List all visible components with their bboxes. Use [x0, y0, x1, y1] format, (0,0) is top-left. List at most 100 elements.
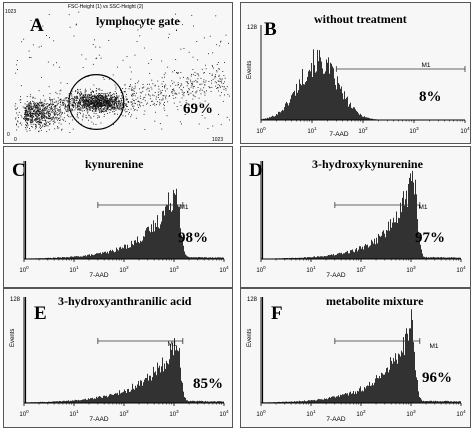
scatter-point — [100, 103, 101, 105]
scatter-point — [15, 118, 17, 120]
scatter-point — [60, 123, 62, 125]
scatter-point — [46, 125, 48, 127]
scatter-point — [99, 97, 101, 99]
scatter-point — [52, 116, 54, 118]
scatter-point — [104, 104, 105, 105]
scatter-point — [38, 122, 40, 123]
scatter-point — [70, 104, 72, 106]
scatter-point — [72, 110, 74, 112]
scatter-point — [82, 95, 84, 97]
scatter-point — [158, 88, 160, 90]
panel-title: lymphocyte gate — [96, 14, 180, 28]
scatter-point — [193, 103, 194, 105]
scatter-point — [226, 86, 228, 88]
scatter-point — [77, 103, 79, 105]
scatter-point — [104, 114, 106, 115]
scatter-point — [121, 99, 123, 101]
scatter-point — [85, 108, 87, 110]
scatter-point — [117, 106, 118, 108]
x-tick-1e4: 104 — [456, 265, 466, 274]
scatter-point — [88, 102, 90, 104]
scatter-point — [42, 125, 44, 127]
scatter-point — [35, 107, 37, 109]
scatter-point — [153, 95, 155, 97]
scatter-point — [228, 42, 229, 44]
scatter-point — [34, 123, 36, 125]
scatter-point — [95, 58, 97, 60]
scatter-point — [23, 107, 25, 109]
scatter-point — [46, 107, 48, 109]
scatter-point — [19, 99, 21, 101]
scatter-point — [64, 103, 66, 105]
scatter-point — [27, 110, 29, 112]
scatter-point — [148, 90, 150, 92]
scatter-point — [42, 124, 44, 126]
scatter-point — [132, 90, 134, 92]
scatter-point — [82, 99, 84, 101]
scatter-point — [109, 94, 111, 96]
scatter-point — [97, 99, 99, 101]
scatter-point — [116, 97, 118, 99]
scatter-point — [180, 105, 182, 106]
scatter-point — [46, 106, 48, 108]
scatter-point — [85, 97, 86, 99]
scatter-point — [193, 85, 195, 87]
scatter-point — [69, 100, 71, 102]
scatter-point — [107, 112, 108, 114]
scatter-point — [58, 113, 60, 115]
scatter-point — [33, 110, 34, 112]
scatter-point — [99, 93, 101, 94]
scatter-point — [72, 119, 73, 121]
scatter-point — [62, 118, 64, 120]
scatter-point — [23, 117, 25, 119]
scatter-point — [89, 108, 91, 110]
scatter-point — [120, 109, 122, 110]
panel-f: 128 Events F metabolite mixture M1 96% 1… — [240, 288, 471, 428]
scatter-point — [75, 107, 77, 109]
scatter-point — [99, 95, 101, 97]
scatter-point — [162, 81, 164, 82]
scatter-point — [119, 29, 121, 30]
scatter-point — [218, 80, 220, 82]
scatter-point — [188, 93, 190, 95]
scatter-point — [60, 112, 62, 113]
scatter-point — [192, 98, 194, 100]
scatter-point — [40, 122, 42, 124]
scatter-point — [171, 91, 172, 93]
scatter-point — [161, 83, 163, 85]
scatter-point — [96, 95, 98, 97]
scatter-point — [112, 96, 114, 98]
scatter-point — [84, 106, 85, 108]
scatter-point — [90, 94, 92, 96]
scatter-point — [85, 100, 87, 102]
scatter-point — [34, 109, 36, 111]
scatter-point — [64, 108, 66, 109]
scatter-point — [106, 99, 108, 100]
scatter-point — [87, 101, 89, 102]
scatter-point — [100, 57, 102, 59]
scatter-x-right: 1023 — [212, 137, 224, 143]
scatter-point — [204, 117, 206, 119]
scatter-point — [40, 115, 42, 117]
scatter-point — [125, 96, 127, 98]
scatter-point — [29, 109, 31, 111]
scatter-point — [41, 104, 42, 106]
scatter-point — [66, 100, 68, 102]
scatter-point — [29, 113, 30, 114]
scatter-point — [82, 113, 84, 115]
scatter-point — [137, 101, 139, 102]
scatter-point — [98, 98, 100, 100]
scatter-point — [200, 93, 202, 95]
scatter-point — [76, 100, 78, 101]
scatter-point — [77, 117, 79, 119]
scatter-point — [42, 110, 44, 112]
scatter-point — [112, 97, 113, 99]
scatter-point — [33, 102, 35, 104]
scatter-point — [122, 88, 123, 89]
scatter-point — [98, 88, 100, 90]
scatter-point — [49, 118, 51, 119]
x-tick-1e4: 104 — [219, 265, 229, 274]
scatter-point — [90, 99, 91, 101]
scatter-point — [35, 118, 37, 120]
scatter-point — [87, 111, 89, 113]
